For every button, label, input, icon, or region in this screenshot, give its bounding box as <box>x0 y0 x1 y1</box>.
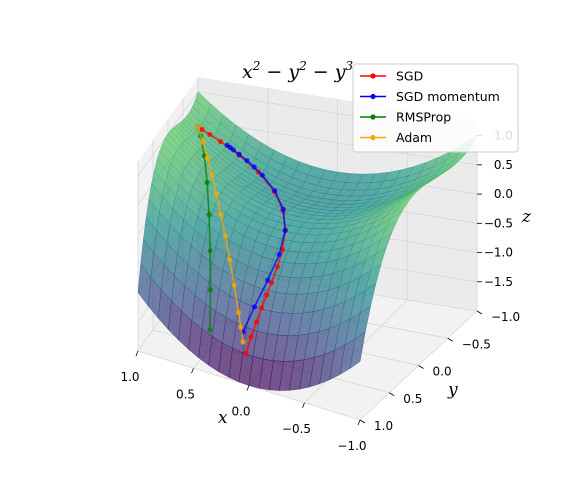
legend-marker <box>370 73 376 79</box>
y-tick-mark <box>389 392 395 397</box>
legend-entry: Adam <box>360 130 432 145</box>
trajectory-point <box>253 319 259 325</box>
x-axis-label: x <box>218 408 228 428</box>
y-tick-label: −1.0 <box>491 310 520 324</box>
trajectory-point <box>209 172 215 178</box>
z-tick-label: −0.5 <box>484 216 513 230</box>
trajectory-point <box>217 138 224 145</box>
y-tick-label: 0.0 <box>433 365 452 379</box>
trajectory-point <box>206 212 212 218</box>
x-tick-mark <box>135 350 139 357</box>
trajectory-point <box>259 172 265 178</box>
trajectory-point <box>204 155 210 161</box>
axis-ticks: 1.00.50.0−0.5−1.0−1.0−0.50.00.51.01.00.5… <box>120 129 520 453</box>
x-tick-label: 1.0 <box>120 370 139 384</box>
y-tick-label: 0.5 <box>403 392 422 406</box>
trajectory-point <box>244 158 250 164</box>
x-tick-mark <box>357 419 361 426</box>
trajectory-point <box>276 251 282 258</box>
legend-label: SGD momentum <box>396 89 500 104</box>
legend-marker <box>370 93 376 100</box>
trajectory-point <box>280 206 286 212</box>
x-tick-label: 0.5 <box>176 387 195 401</box>
chart-title: x2 − y2 − y3 <box>242 59 353 83</box>
back-gridline-z <box>197 120 478 166</box>
trajectory-point <box>272 188 278 194</box>
trajectory-point <box>207 131 213 138</box>
trajectory-point <box>238 324 244 330</box>
legend-entry: SGD momentum <box>360 89 500 104</box>
y-axis-label: y <box>447 380 458 400</box>
trajectory-point <box>243 350 249 356</box>
z-tick-label: −1.0 <box>484 246 513 260</box>
trajectory-point <box>282 228 288 234</box>
legend-label: Adam <box>396 130 432 145</box>
trajectory-point <box>207 287 214 293</box>
trajectory-point <box>251 304 258 310</box>
x-tick-label: 0.0 <box>231 405 250 419</box>
trajectory-point <box>227 257 233 263</box>
legend-marker <box>370 134 376 141</box>
x-tick-mark <box>302 402 305 408</box>
trajectory-point <box>251 164 257 170</box>
z-tick-label: 0.5 <box>494 158 513 172</box>
trajectory-point <box>265 277 271 283</box>
trajectory-point <box>204 179 210 186</box>
y-tick-label: 1.0 <box>374 419 393 433</box>
trajectory-point <box>268 280 275 286</box>
trajectory-point <box>224 142 230 148</box>
trajectory-point <box>213 191 220 197</box>
trajectory-point <box>248 334 254 340</box>
trajectory-point <box>222 233 228 239</box>
y-tick-mark <box>418 365 424 369</box>
z-tick-label: 0.0 <box>494 187 513 201</box>
x-tick-mark <box>191 368 194 374</box>
legend-box <box>352 63 519 153</box>
trajectory-adam <box>195 124 246 345</box>
z-axis-label: z <box>521 207 532 227</box>
trajectories <box>195 124 288 356</box>
legend-entry: SGD <box>360 69 423 84</box>
surface-plot <box>137 91 478 391</box>
x-tick-label: −0.5 <box>282 422 311 436</box>
trajectory-point <box>207 327 213 333</box>
trajectory-point <box>200 139 206 145</box>
y-tick-mark <box>447 337 453 342</box>
x-tick-label: −1.0 <box>337 439 366 453</box>
legend-marker <box>370 114 376 120</box>
trajectory-point <box>240 339 246 345</box>
y-tick-label: −0.5 <box>462 337 491 351</box>
trajectory-point <box>195 124 201 130</box>
y-tick-mark <box>476 310 483 315</box>
trajectory-point <box>207 248 213 254</box>
trajectory-point <box>274 264 281 270</box>
trajectory-point <box>235 309 242 316</box>
y-tick-mark <box>359 419 366 424</box>
legend: SGD SGD momentum RMSProp Adam <box>352 63 519 153</box>
trajectory-point <box>264 292 270 298</box>
surface-patch <box>349 331 366 369</box>
trajectory-point <box>259 305 265 311</box>
trajectory-point <box>199 126 205 133</box>
z-tick-label: −1.5 <box>484 275 513 289</box>
legend-entry: RMSProp <box>360 110 451 125</box>
legend-label: SGD <box>396 69 423 84</box>
legend-label: RMSProp <box>396 110 451 125</box>
trajectory-point <box>236 151 242 157</box>
trajectory-point <box>231 282 237 288</box>
trajectory-point <box>218 211 224 217</box>
x-tick-mark <box>246 385 250 391</box>
